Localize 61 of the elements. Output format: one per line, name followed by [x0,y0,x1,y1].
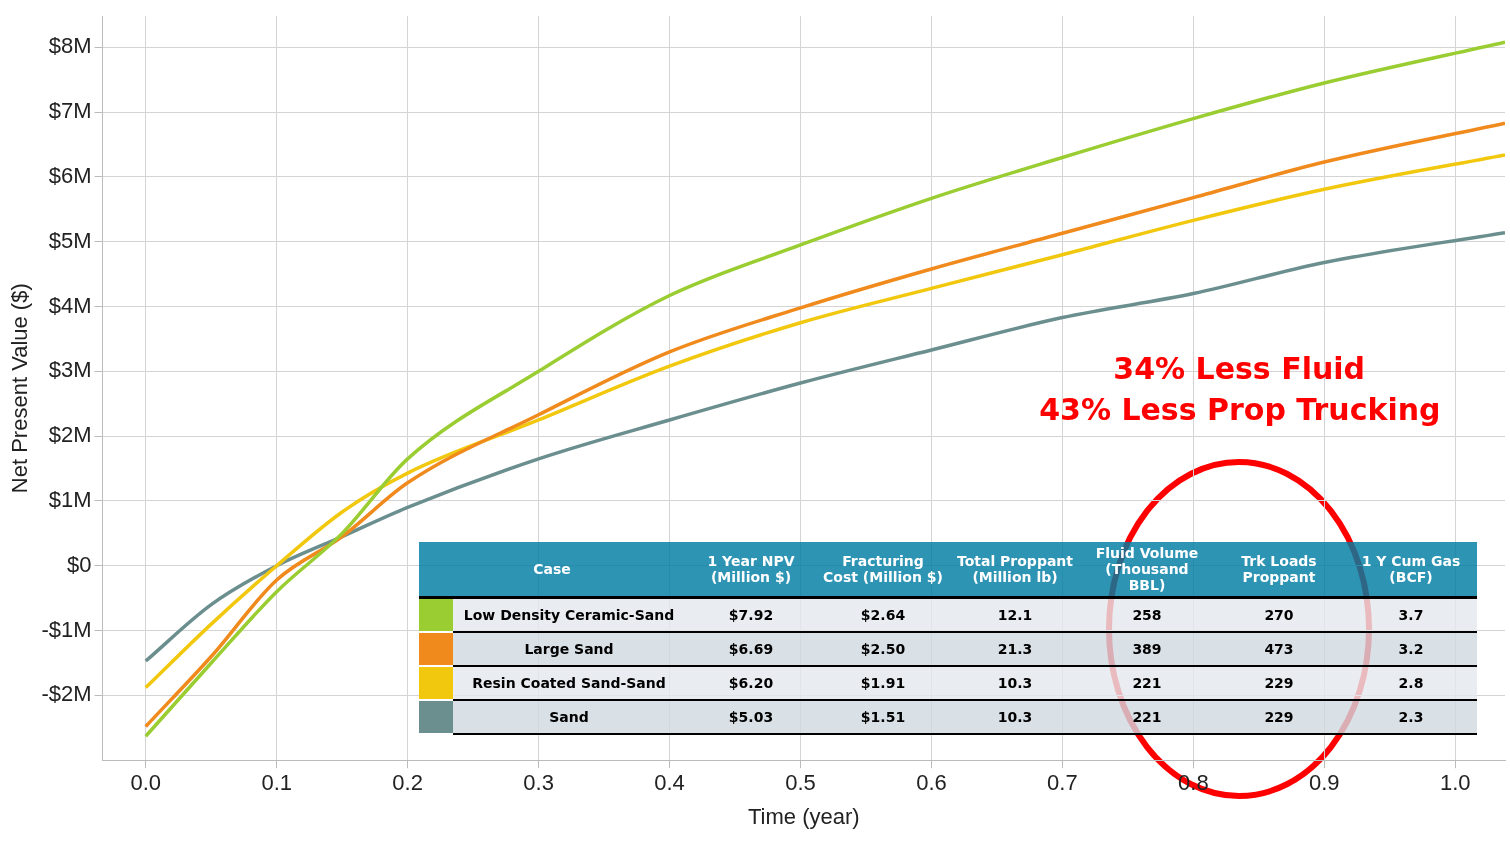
annotation: $6.69 [685,632,817,667]
x-tick-label: 0.2 [392,770,423,796]
annotation: 258 [1081,597,1213,633]
x-tick-label: 0.1 [261,770,292,796]
y-axis-title: Net Present Value ($) [7,283,33,494]
y-tick-label: $3M [48,357,92,383]
line-series [143,230,1505,663]
annotation: 34% Less Fluid [1112,351,1367,387]
category-label: Trk Loads Proppant [1213,542,1345,598]
x-tick-label: 0.4 [654,770,685,796]
annotation: $6.20 [685,666,817,701]
annotation: 3.7 [1345,597,1477,633]
category-label: Fracturing Cost (Million $) [817,542,949,598]
text: Low Density Ceramic-Sand [463,607,675,624]
annotation: $5.03 [685,700,817,735]
annotation: 21.3 [949,632,1081,667]
annotation: $1.51 [817,700,949,735]
category-label: Fluid Volume (Thousand BBL) [1081,542,1213,598]
annotation: 10.3 [949,700,1081,735]
annotation: $2.64 [817,597,949,633]
text: Large Sand [524,641,614,658]
text: Sand [549,709,589,726]
y-tick-label: $7M [48,98,92,124]
annotation: $7.92 [685,597,817,633]
annotation: 473 [1213,632,1345,667]
annotation: $1.91 [817,666,949,701]
x-tick-label: 1.0 [1439,770,1471,796]
x-tick-label: 0.0 [130,770,162,796]
annotation: 43% Less Prop Trucking [1039,392,1441,428]
category-label: Total Proppant (Million lb) [949,542,1081,598]
y-tick-label: $0 [67,551,92,577]
x-tick-label: 0.5 [785,770,816,796]
x-tick-label: 0.7 [1047,770,1078,796]
y-tick-label: -$2M [41,681,92,707]
y-tick-label: $4M [48,292,92,318]
annotation: 2.8 [1345,666,1477,701]
y-tick-label: $5M [48,227,92,253]
annotation: 2.3 [1345,700,1477,735]
annotation: 229 [1213,666,1345,701]
x-tick-label: 0.3 [523,770,554,796]
x-axis-title: Time (year) [747,803,860,829]
y-tick-label: $8M [48,33,92,59]
annotation: 389 [1081,632,1213,667]
annotation: 229 [1213,700,1345,735]
text: Resin Coated Sand-Sand [472,675,666,692]
annotation: 270 [1213,597,1345,633]
category-label: 1 Year NPV (Million $) [685,542,817,598]
annotation: 3.2 [1345,632,1477,667]
y-tick-label: -$1M [41,616,92,642]
annotation: 221 [1081,666,1213,701]
annotation: 221 [1081,700,1213,735]
x-tick-label: 0.9 [1308,770,1340,796]
category-label: Case [419,542,685,598]
annotation: $2.50 [817,632,949,667]
y-tick-label: $1M [48,487,92,513]
y-tick-label: $2M [48,422,92,448]
x-tick-label: 0.6 [916,770,947,796]
annotation: 12.1 [949,597,1081,633]
category-label: 1 Y Cum Gas (BCF) [1345,542,1477,598]
annotation: 10.3 [949,666,1081,701]
y-tick-label: $6M [48,162,92,188]
